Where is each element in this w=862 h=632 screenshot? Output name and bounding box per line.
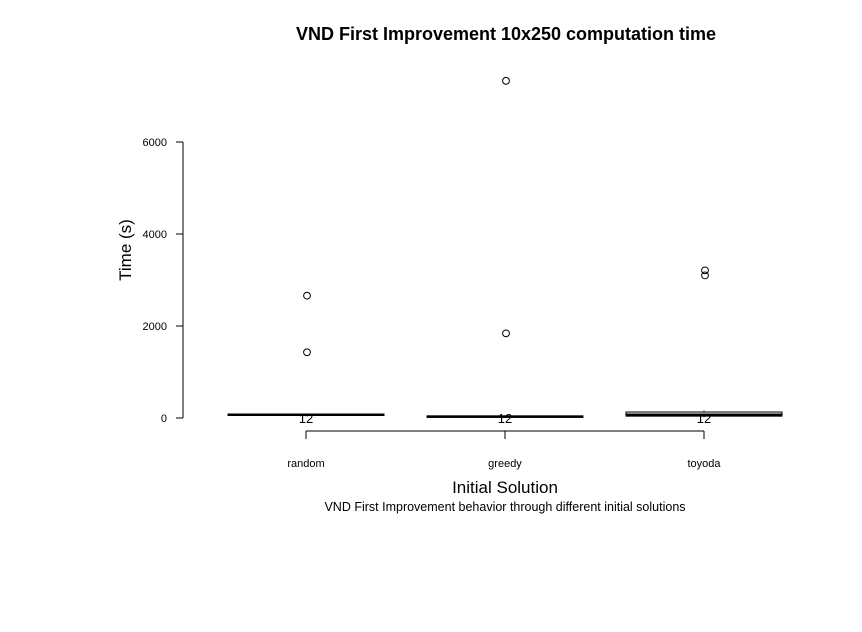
box-toyoda: 12: [625, 266, 783, 426]
box-random: 12: [227, 291, 385, 426]
outlier-toyoda-1: [701, 266, 709, 275]
box-greedy: 12: [426, 76, 584, 426]
y-tick-label-4000: 4000: [143, 229, 167, 241]
y-tick-label-6000: 6000: [143, 137, 167, 149]
x-axis: random greedy toyoda: [287, 430, 721, 470]
y-tick-label-0: 0: [161, 413, 167, 425]
x-axis-title: Initial Solution: [452, 478, 558, 497]
outlier-toyoda-0: [701, 271, 709, 280]
outlier-random-0: [303, 348, 311, 357]
count-label-random: 12: [299, 411, 313, 426]
count-label-toyoda: 12: [697, 411, 711, 426]
chart-subtitle: VND First Improvement behavior through d…: [324, 500, 685, 514]
outlier-greedy-0: [502, 329, 510, 338]
x-tick-label-toyoda: toyoda: [687, 458, 721, 470]
outlier-greedy-1: [502, 76, 510, 85]
y-axis-title: Time (s): [116, 219, 135, 281]
boxes: 12 12 12: [227, 76, 783, 426]
y-tick-label-2000: 2000: [143, 321, 167, 333]
count-label-greedy: 12: [498, 411, 512, 426]
chart-title: VND First Improvement 10x250 computation…: [296, 24, 716, 44]
y-axis: 0 2000 4000 6000: [143, 137, 184, 425]
outlier-random-1: [303, 291, 311, 300]
x-tick-label-random: random: [287, 458, 324, 470]
x-tick-label-greedy: greedy: [488, 458, 522, 470]
